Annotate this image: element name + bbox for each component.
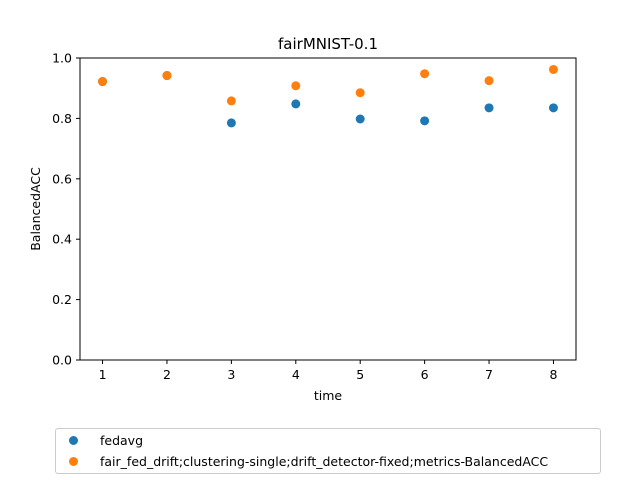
point-series-1-6 xyxy=(420,69,430,79)
point-series-1-4 xyxy=(291,81,301,91)
point-series-0-7 xyxy=(484,103,494,113)
point-series-1-5 xyxy=(355,88,365,98)
y-tick-label: 0.2 xyxy=(52,292,72,307)
y-tick-label: 0.4 xyxy=(52,232,72,247)
x-tick-label: 2 xyxy=(163,367,171,382)
y-axis-ticks: 0.0 0.2 0.4 0.6 0.8 1.0 xyxy=(52,51,80,368)
chart-title: fairMNIST-0.1 xyxy=(278,35,378,53)
point-series-0-5 xyxy=(355,114,365,124)
data-points xyxy=(98,64,558,128)
legend-label-fedavg: fedavg xyxy=(100,432,144,448)
x-tick-label: 6 xyxy=(421,367,429,382)
y-tick-label: 0.6 xyxy=(52,171,72,186)
x-tick-label: 4 xyxy=(292,367,300,382)
point-series-0-8 xyxy=(548,103,558,113)
point-series-0-3 xyxy=(226,118,236,128)
point-series-1-3 xyxy=(226,96,236,106)
legend-label-fair-fed-drift: fair_fed_drift;clustering-single;drift_d… xyxy=(100,453,549,469)
y-tick-label: 0.8 xyxy=(52,111,72,126)
plot-frame xyxy=(79,57,577,361)
y-tick-label: 1.0 xyxy=(52,51,72,66)
y-tick-label: 0.0 xyxy=(52,353,72,368)
point-series-1-8 xyxy=(548,64,558,74)
plot-area xyxy=(80,58,576,360)
x-tick-label: 1 xyxy=(99,367,107,382)
legend-marker-fair-fed-drift xyxy=(69,456,78,466)
x-tick-label: 8 xyxy=(549,367,557,382)
legend-item-fedavg: fedavg xyxy=(56,430,143,450)
legend-item-fair-fed-drift: fair_fed_drift;clustering-single;drift_d… xyxy=(56,451,548,471)
point-series-0-4 xyxy=(291,99,301,109)
x-tick-label: 7 xyxy=(485,367,493,382)
y-axis-label: BalancedACC xyxy=(28,167,43,251)
legend: fedavg fair_fed_drift;clustering-single;… xyxy=(55,428,601,474)
point-series-1-7 xyxy=(484,76,494,86)
x-tick-label: 5 xyxy=(356,367,364,382)
legend-marker-fedavg xyxy=(69,435,78,445)
x-tick-label: 3 xyxy=(227,367,235,382)
x-axis-label: time xyxy=(314,388,343,403)
point-series-0-6 xyxy=(420,116,430,126)
point-series-1-1 xyxy=(98,77,108,87)
x-axis-ticks: 1 2 3 4 5 6 7 8 xyxy=(99,360,557,382)
point-series-1-2 xyxy=(162,71,172,81)
